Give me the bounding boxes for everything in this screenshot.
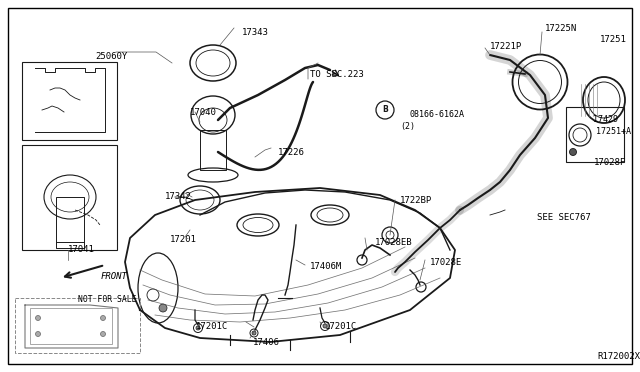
Text: 1722BP: 1722BP [400,196,432,205]
Bar [15,298,140,353]
Text: 17429: 17429 [593,115,618,124]
Circle shape [252,331,256,335]
Text: 17041: 17041 [68,245,95,254]
Text: B: B [382,106,388,115]
Bar [56,197,84,242]
Text: (2): (2) [400,122,415,131]
Text: FRONT: FRONT [101,272,128,281]
Text: 08166-6162A: 08166-6162A [410,110,465,119]
Text: 17251+A: 17251+A [596,127,631,136]
Circle shape [196,326,200,330]
Circle shape [323,324,327,328]
Text: 17406M: 17406M [310,262,342,271]
Text: SEE SEC767: SEE SEC767 [537,213,591,222]
Text: R172002X: R172002X [597,352,640,361]
Text: 17040: 17040 [190,108,217,117]
Text: 17028E: 17028E [430,258,462,267]
Text: 17201C: 17201C [325,322,357,331]
Text: 17201: 17201 [170,235,197,244]
Text: 17028EB: 17028EB [375,238,413,247]
Text: TO SEC.223: TO SEC.223 [310,70,364,79]
Bar [22,145,117,250]
Text: 17201C: 17201C [196,322,228,331]
Text: 17343: 17343 [242,28,269,37]
Bar [566,107,624,162]
Text: 17342: 17342 [165,192,192,201]
Text: 17406: 17406 [253,338,280,347]
Circle shape [100,315,106,321]
Bar [200,130,226,170]
Bar [30,308,112,344]
Text: 17221P: 17221P [490,42,522,51]
Text: 17251: 17251 [600,35,627,44]
Text: 17225N: 17225N [545,24,577,33]
Circle shape [35,315,40,321]
Circle shape [35,331,40,337]
Circle shape [100,331,106,337]
Text: 17226: 17226 [278,148,305,157]
Bar [22,62,117,140]
Text: NOT FOR SALE: NOT FOR SALE [78,295,136,304]
Text: 17028F: 17028F [594,158,627,167]
Circle shape [570,148,577,155]
Text: 25060Y: 25060Y [95,52,127,61]
Circle shape [159,304,167,312]
